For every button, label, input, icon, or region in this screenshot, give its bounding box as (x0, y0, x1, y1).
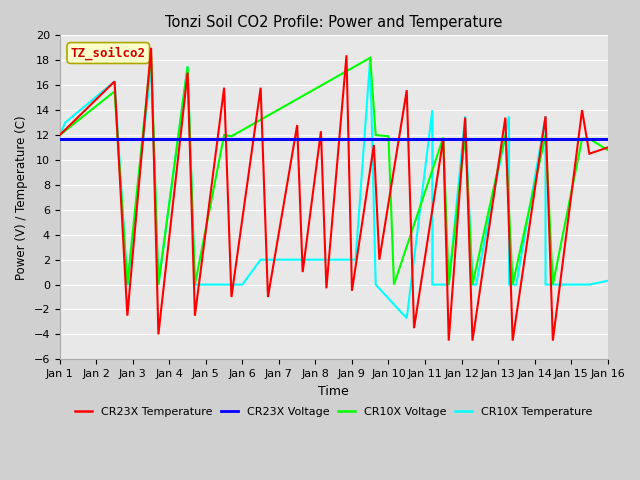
Text: TZ_soilco2: TZ_soilco2 (71, 46, 146, 60)
Legend: CR23X Temperature, CR23X Voltage, CR10X Voltage, CR10X Temperature: CR23X Temperature, CR23X Voltage, CR10X … (71, 403, 596, 422)
X-axis label: Time: Time (318, 384, 349, 397)
Title: Tonzi Soil CO2 Profile: Power and Temperature: Tonzi Soil CO2 Profile: Power and Temper… (165, 15, 502, 30)
Y-axis label: Power (V) / Temperature (C): Power (V) / Temperature (C) (15, 115, 28, 280)
